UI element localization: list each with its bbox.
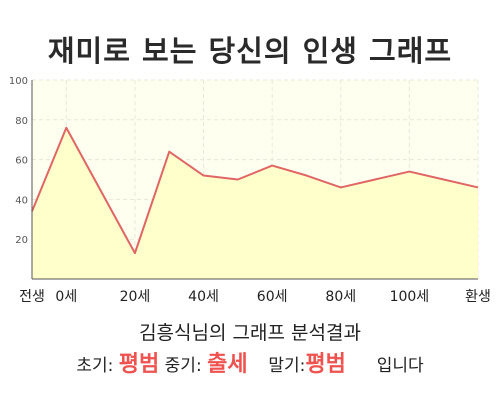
y-tick-label: 40 <box>15 195 28 206</box>
early-value: 평범 <box>118 352 160 377</box>
mid-label: 중기: <box>164 356 202 376</box>
x-tick-label: 80세 <box>325 289 356 305</box>
life-graph-chart: 20 40 60 80 100 전생 0세 20세 40세 60세 80세 100세 환생 <box>9 76 491 305</box>
area-fill <box>32 127 478 279</box>
x-tick-label: 20세 <box>120 289 151 305</box>
y-tick-label: 60 <box>15 156 28 167</box>
x-tick-label: 전생 <box>19 289 45 305</box>
x-tick-label: 40세 <box>188 289 219 305</box>
y-tick-label: 80 <box>15 116 28 127</box>
y-tick-label: 100 <box>9 76 28 87</box>
early-label: 초기: <box>76 356 114 376</box>
summary-result: 초기: 평범 중기: 출세 말기:평범 입니다 <box>0 346 500 378</box>
life-line <box>31 126 479 255</box>
x-tick-label: 100세 <box>390 289 430 305</box>
x-tick-label: 0세 <box>55 289 77 305</box>
late-value: 평범 <box>305 352 346 377</box>
x-tick-label: 60세 <box>257 289 288 305</box>
y-tick-label: 20 <box>15 235 28 246</box>
summary-heading: 김흥식님의 그래프 분석결과 <box>139 322 361 344</box>
summary-suffix: 입니다 <box>376 356 424 376</box>
late-label: 말기: <box>268 356 306 376</box>
mid-value: 출세 <box>207 352 248 377</box>
page-title: 재미로 보는 당신의 인생 그래프 <box>47 34 453 68</box>
x-tick-label: 환생 <box>465 289 491 305</box>
